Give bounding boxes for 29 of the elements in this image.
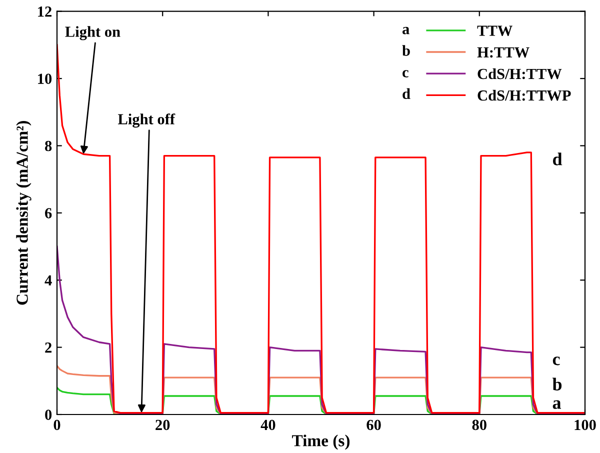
x-tick-label: 100: [574, 420, 596, 430]
x-tick-label: 20: [156, 420, 170, 430]
text: a: [402, 26, 410, 34]
x-tick-label: 60: [366, 420, 381, 430]
y-tick-label: 4: [44, 275, 52, 286]
x-tick-label: 40: [260, 420, 276, 430]
y-tick-label: 0: [45, 410, 52, 420]
legend-label: CdS/H:TTW: [478, 68, 562, 80]
annotation: Light on: [65, 26, 120, 40]
y-tick-label: 6: [45, 208, 52, 218]
legend-label: TTW: [477, 26, 512, 36]
y-tick-label: 2: [45, 342, 52, 353]
annotation: d: [552, 152, 562, 166]
y-axis-title: Current density (mA/cm²): [16, 121, 32, 305]
text: c: [402, 70, 408, 78]
y-tick-label: 8: [45, 140, 52, 152]
annotation: Light off: [118, 113, 176, 128]
legend-label: H:TTW: [477, 47, 530, 58]
annotation: b: [552, 378, 562, 390]
text: b: [402, 45, 410, 56]
legend-label: CdS/H:TTWP: [478, 90, 571, 101]
x-axis-title: Time (s): [292, 434, 350, 450]
annotation: c: [552, 356, 560, 366]
y-tick-label: 12: [38, 6, 52, 17]
text: d: [402, 88, 410, 100]
y-tick-label: 10: [38, 74, 52, 84]
x-tick-label: 0: [54, 420, 60, 430]
annotation: a: [552, 400, 562, 409]
x-tick-label: 80: [472, 420, 486, 430]
